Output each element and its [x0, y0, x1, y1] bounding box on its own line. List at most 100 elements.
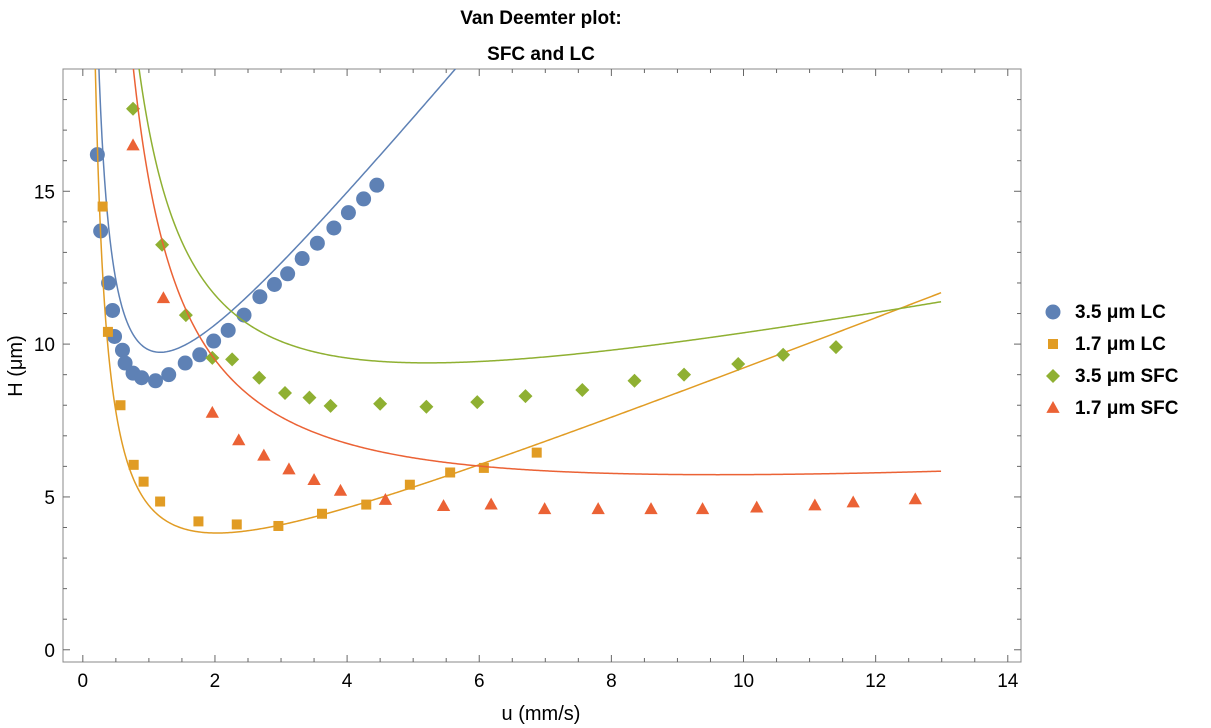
fit-curve-3-5-um-lc: [98, 69, 457, 354]
y-axis-title: H (μm): [5, 335, 27, 397]
x-axis-title: u (mm/s): [502, 703, 581, 725]
data-point-3-5-um-lc: [177, 355, 193, 371]
data-point-1-7-um-lc: [361, 499, 372, 510]
data-point-3-5-um-sfc: [252, 370, 267, 385]
data-point-3-5-um-lc: [161, 367, 177, 383]
data-point-1-7-um-lc: [231, 519, 242, 530]
data-point-3-5-um-lc: [114, 342, 130, 358]
data-point-1-7-um-sfc: [205, 405, 219, 418]
data-point-1-7-um-sfc: [846, 495, 860, 508]
legend-marker-3-5-um-lc: [1045, 304, 1061, 320]
data-point-1-7-um-sfc: [282, 462, 296, 475]
data-point-1-7-um-sfc: [156, 291, 171, 304]
data-point-3-5-um-lc: [105, 302, 121, 318]
plot-frame: [62, 68, 1022, 663]
data-point-1-7-um-sfc: [908, 492, 922, 505]
x-tick-label: 4: [342, 671, 353, 692]
y-tick-label: 10: [34, 335, 55, 356]
data-point-1-7-um-sfc: [126, 138, 140, 151]
data-point-1-7-um-sfc: [484, 497, 498, 510]
x-tick-label: 0: [78, 671, 89, 692]
data-point-3-5-um-sfc: [776, 347, 791, 362]
x-tick-label: 12: [865, 671, 886, 692]
data-point-3-5-um-sfc: [225, 352, 240, 367]
data-point-1-7-um-sfc: [378, 492, 393, 505]
data-point-3-5-um-sfc: [575, 382, 590, 397]
data-point-1-7-um-sfc: [333, 483, 348, 496]
data-point-1-7-um-sfc: [307, 473, 321, 486]
data-point-1-7-um-lc: [155, 496, 166, 507]
data-point-3-5-um-lc: [294, 251, 310, 267]
legend-label-3-5-um-lc: 3.5 μm LC: [1075, 302, 1166, 323]
data-point-1-7-um-sfc: [257, 448, 271, 461]
legend-label-3-5-um-sfc: 3.5 μm SFC: [1075, 366, 1179, 387]
data-point-3-5-um-sfc: [518, 389, 533, 404]
x-tick-label: 6: [474, 671, 485, 692]
data-point-3-5-um-sfc: [627, 373, 642, 388]
chart-title: Van Deemter plot:: [460, 8, 622, 29]
data-point-3-5-um-lc: [134, 370, 150, 386]
data-point-1-7-um-sfc: [808, 498, 822, 511]
data-point-3-5-um-lc: [101, 275, 117, 291]
data-point-1-7-um-lc: [128, 459, 139, 470]
data-point-3-5-um-sfc: [470, 395, 485, 410]
data-point-3-5-um-lc: [147, 373, 163, 389]
data-point-3-5-um-sfc: [829, 340, 844, 355]
data-point-3-5-um-lc: [356, 191, 372, 207]
data-point-3-5-um-sfc: [155, 237, 170, 252]
data-point-3-5-um-lc: [309, 235, 325, 251]
x-tick-label: 14: [997, 671, 1019, 692]
data-point-1-7-um-sfc: [537, 502, 552, 515]
x-tick-label: 10: [733, 671, 754, 692]
data-point-3-5-um-lc: [266, 276, 282, 292]
data-point-1-7-um-sfc: [750, 500, 764, 513]
data-point-1-7-um-sfc: [695, 502, 710, 515]
data-point-3-5-um-lc: [340, 205, 356, 221]
data-point-3-5-um-sfc: [373, 396, 388, 411]
legend-marker-3-5-um-sfc: [1046, 369, 1060, 383]
data-point-3-5-um-sfc: [731, 356, 746, 371]
data-point-1-7-um-lc: [115, 400, 126, 411]
data-point-1-7-um-sfc: [591, 502, 605, 515]
data-point-1-7-um-sfc: [644, 502, 658, 515]
y-tick-label: 5: [44, 488, 55, 509]
fit-curve-1-7-um-sfc: [132, 69, 942, 476]
data-point-1-7-um-lc: [445, 467, 456, 478]
data-point-3-5-um-lc: [220, 322, 236, 338]
data-point-3-5-um-sfc: [323, 398, 338, 413]
data-point-1-7-um-lc: [531, 447, 542, 458]
data-point-3-5-um-lc: [252, 289, 268, 305]
data-point-1-7-um-lc: [138, 476, 149, 487]
data-point-3-5-um-lc: [206, 333, 222, 349]
data-point-3-5-um-sfc: [302, 390, 317, 405]
data-point-3-5-um-lc: [236, 307, 252, 323]
data-point-3-5-um-sfc: [677, 367, 692, 382]
chart-subtitle: SFC and LC: [487, 44, 595, 65]
data-point-1-7-um-lc: [102, 326, 113, 337]
data-point-1-7-um-lc: [273, 520, 284, 531]
plot-area: 0 2 4 6 8 10 12 14 0 5 10 15: [34, 68, 1022, 692]
data-point-3-5-um-lc: [117, 355, 133, 371]
fit-curve-3-5-um-sfc: [138, 69, 942, 364]
data-point-1-7-um-lc: [193, 516, 204, 527]
legend-marker-1-7-um-lc: [1048, 339, 1058, 349]
data-point-1-7-um-lc: [316, 508, 327, 519]
y-tick-label: 0: [44, 641, 55, 662]
data-point-3-5-um-lc: [280, 266, 296, 282]
y-tick-label: 15: [34, 182, 55, 203]
data-point-3-5-um-sfc: [277, 386, 292, 401]
data-point-3-5-um-sfc: [419, 399, 434, 414]
data-point-3-5-um-lc: [326, 220, 342, 236]
legend-label-1-7-um-lc: 1.7 μm LC: [1075, 334, 1166, 355]
data-point-1-7-um-lc: [404, 479, 415, 490]
data-point-1-7-um-sfc: [232, 433, 246, 446]
x-tick-label: 2: [210, 671, 221, 692]
x-tick-label: 8: [606, 671, 617, 692]
legend-marker-1-7-um-sfc: [1046, 401, 1060, 413]
legend: 3.5 μm LC 1.7 μm LC 3.5 μm SFC 1.7 μm SFC: [1045, 302, 1179, 419]
fit-curve-1-7-um-lc: [94, 69, 942, 534]
data-point-3-5-um-lc: [192, 347, 208, 363]
data-point-1-7-um-lc: [478, 462, 489, 473]
data-point-3-5-um-sfc: [126, 101, 141, 116]
